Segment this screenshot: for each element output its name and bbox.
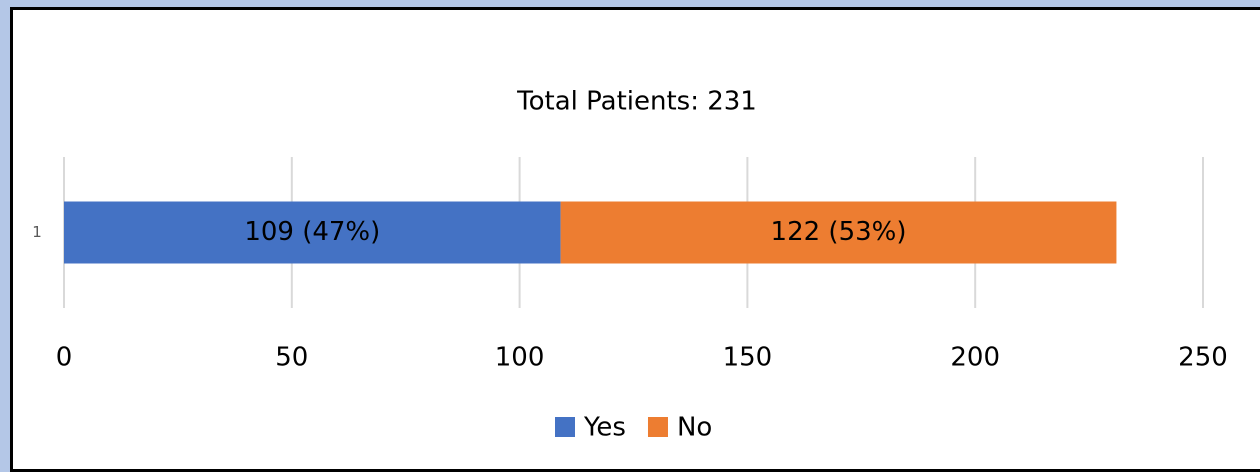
y-tick-label: 1 — [32, 223, 42, 241]
x-tick-label: 100 — [495, 343, 545, 373]
data-label: 109 (47%) — [244, 217, 380, 247]
legend-label: No — [677, 413, 712, 443]
bar-segment — [64, 201, 561, 264]
bar-segment — [560, 201, 1117, 264]
legend-swatch — [555, 417, 575, 437]
chart-title: Total Patients: 231 — [516, 87, 757, 117]
x-tick-label: 200 — [950, 343, 1000, 373]
x-tick-label: 50 — [275, 343, 308, 373]
x-tick-label: 0 — [56, 343, 73, 373]
x-tick-label: 150 — [723, 343, 773, 373]
x-tick-label: 250 — [1178, 343, 1228, 373]
legend-label: Yes — [583, 413, 626, 443]
data-label: 122 (53%) — [771, 217, 907, 247]
legend-swatch — [647, 417, 668, 437]
